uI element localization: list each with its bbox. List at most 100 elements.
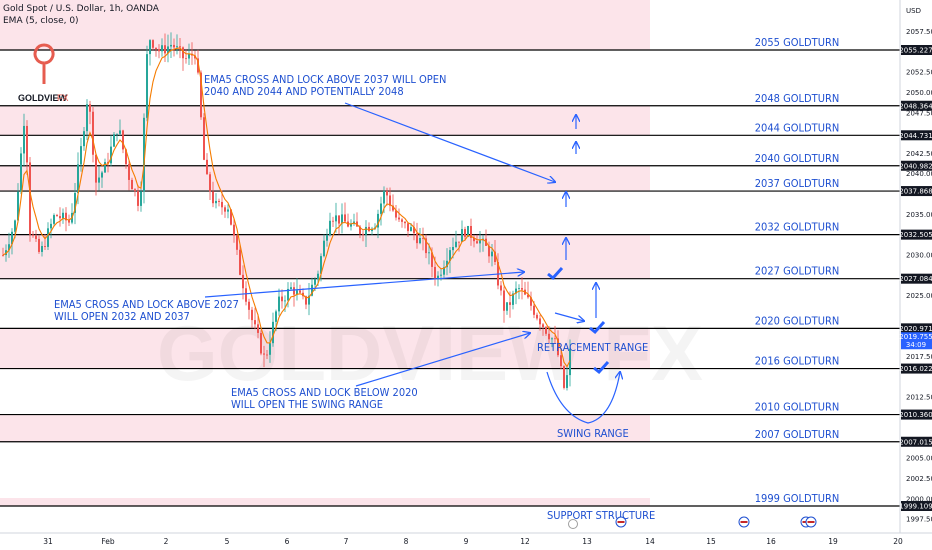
candle-body (119, 130, 121, 134)
candle-body (323, 240, 325, 257)
candle-body (89, 104, 91, 112)
candle-body (428, 252, 430, 254)
level-label: 2055 GOLDTURN (755, 36, 839, 49)
candle-body (77, 164, 79, 193)
candle-body (422, 238, 424, 239)
candle-body (212, 191, 214, 204)
candle-body (137, 191, 139, 206)
level-label: 2020 GOLDTURN (755, 314, 839, 327)
price-tick-label: 2052.500 (906, 69, 932, 77)
candle-body (458, 241, 460, 243)
time-tick-label: 19 (828, 537, 838, 546)
price-tick-label: 2012.500 (906, 394, 932, 402)
price-tick-label: 2017.500 (906, 353, 932, 361)
annotation-text: EMA5 CROSS AND LOCK ABOVE 2037 WILL OPEN (204, 73, 446, 86)
candle-body (488, 245, 490, 257)
us-flag-stripe (807, 521, 815, 523)
candle-body (164, 45, 166, 54)
time-tick-label: 15 (706, 537, 716, 546)
check-mark-icon (593, 360, 610, 375)
candle-body (404, 221, 406, 224)
candle-body (434, 266, 436, 279)
price-tick-label: 2050.000 (906, 89, 932, 97)
candle-body (521, 288, 523, 290)
candle-body (14, 220, 16, 232)
candle-body (344, 214, 346, 222)
zone-band (0, 498, 650, 506)
candle-body (569, 348, 571, 376)
level-price-tag (901, 436, 932, 447)
level-price-tag-text: 2020.971 (899, 325, 932, 333)
currency-label: USD (906, 7, 921, 15)
candle-body (419, 238, 421, 244)
candle-body (194, 55, 196, 59)
level-price-tag (901, 363, 932, 374)
price-tick-label: 2002.500 (906, 475, 932, 483)
candle-body (380, 203, 382, 214)
candle-body (113, 134, 115, 147)
candle-body (527, 294, 529, 298)
candle-body (269, 343, 271, 355)
lightning-event-icon[interactable] (568, 519, 578, 529)
candle-body (311, 284, 313, 296)
candle-body (443, 267, 445, 275)
candle-body (410, 227, 412, 232)
ema-line (2, 47, 571, 368)
candle-body (314, 279, 316, 285)
symbol-title[interactable]: Gold Spot / U.S. Dollar, 1h, OANDA (3, 4, 160, 14)
candle-body (317, 273, 319, 280)
candle-body (362, 233, 364, 235)
candle-body (401, 219, 403, 222)
price-tick-label: 2000.000 (906, 495, 932, 503)
current-price-tag (901, 332, 932, 350)
price-tick-label: 1997.500 (906, 516, 932, 524)
level-label: 2040 GOLDTURN (755, 152, 839, 165)
price-tick-label: 2005.000 (906, 455, 932, 463)
candle-body (158, 48, 160, 52)
logo-pin-icon (33, 43, 55, 84)
candle-body (185, 58, 187, 60)
time-tick-label: 7 (344, 537, 349, 546)
candle-body (539, 318, 541, 325)
candle-body (245, 288, 247, 302)
candle-body (140, 191, 142, 206)
candle-body (11, 231, 13, 245)
candle-body (350, 224, 352, 227)
candle-body (62, 212, 64, 219)
candle-body (560, 355, 562, 367)
candle-body (131, 179, 133, 190)
level-price-tag-text: 2044.731 (899, 132, 932, 140)
candle-body (167, 46, 169, 54)
candle-body (227, 209, 229, 212)
candle-body (509, 302, 511, 305)
level-price-tag (901, 501, 932, 511)
candle-body (554, 338, 556, 340)
candle-body (221, 201, 223, 208)
candle-body (23, 125, 25, 154)
level-price-tag-text: 2032.505 (899, 231, 932, 239)
projection-arrow (344, 102, 555, 182)
projection-arrow (355, 333, 530, 387)
candle-body (203, 117, 205, 160)
time-tick-label: 31 (43, 537, 53, 546)
level-price-tag (901, 323, 932, 334)
level-price-tag-text: 2040.982 (899, 162, 932, 170)
ema-indicator-label[interactable]: EMA (5, close, 0) (3, 16, 79, 26)
candle-body (386, 190, 388, 196)
candle-body (491, 251, 493, 257)
projection-arrows (204, 102, 620, 424)
swing-range-arc (546, 372, 620, 424)
event-markers (568, 516, 817, 529)
candle-body (566, 375, 568, 388)
level-label: 2048 GOLDTURN (755, 92, 839, 105)
candle-body (32, 234, 34, 236)
candle-body (182, 47, 184, 59)
candle-body (467, 226, 469, 237)
candle-body (470, 226, 472, 238)
time-tick-label: 20 (893, 537, 903, 546)
candles (2, 32, 571, 391)
level-labels: 2055 GOLDTURN 2048 GOLDTURN 2044 GOLDTURN 2… (755, 36, 839, 505)
us-flag-stripe (617, 521, 625, 523)
candle-body (155, 47, 157, 49)
